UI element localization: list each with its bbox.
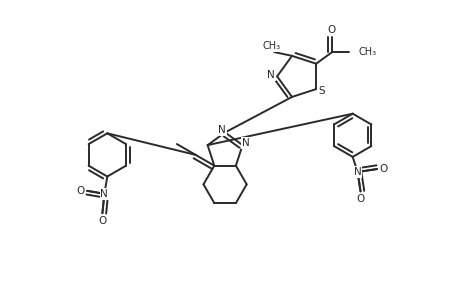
Text: S: S: [318, 86, 325, 96]
Text: N: N: [267, 70, 274, 80]
Text: O: O: [327, 25, 335, 35]
Text: CH₃: CH₃: [358, 47, 376, 57]
Text: CH₃: CH₃: [262, 41, 280, 51]
Text: O: O: [379, 164, 387, 174]
Text: N: N: [100, 189, 108, 199]
Text: O: O: [98, 216, 106, 226]
Text: O: O: [356, 194, 364, 204]
Text: N: N: [241, 138, 249, 148]
Text: O: O: [76, 186, 84, 196]
Text: N: N: [218, 125, 225, 136]
Text: N: N: [353, 167, 361, 177]
